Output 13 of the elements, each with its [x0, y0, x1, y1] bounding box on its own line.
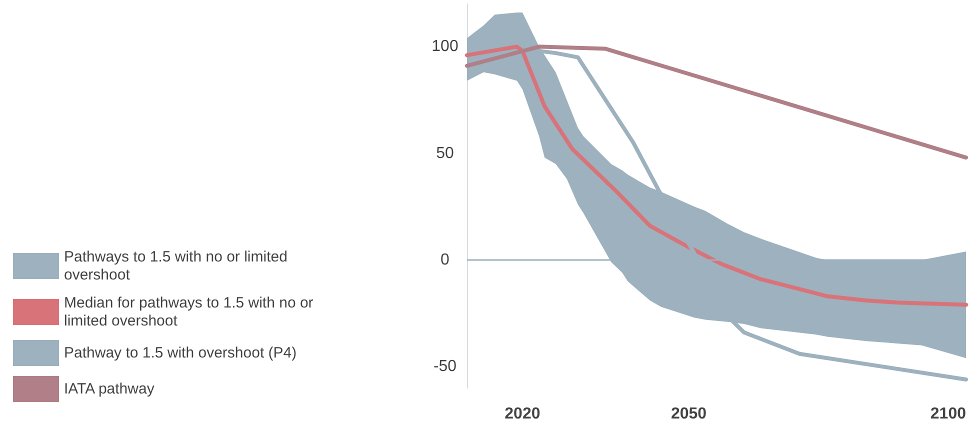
- y-tick-label: 100: [432, 38, 458, 56]
- legend-label: IATA pathway: [64, 380, 155, 398]
- y-tick-label: -50: [433, 358, 457, 376]
- line-series: [465, 44, 968, 160]
- line-series: [465, 44, 968, 307]
- legend-label: Median for pathways to 1.5 with no or limited overshoot: [64, 294, 318, 330]
- legend-label: Pathway to 1.5 with overshoot (P4): [64, 344, 297, 362]
- x-tick-label: 2100: [930, 406, 966, 422]
- legend-label: Pathways to 1.5 with no or limited overshoot: [64, 248, 292, 284]
- x-tick-label: 2020: [504, 406, 540, 422]
- x-tick-label: 2050: [670, 406, 707, 422]
- y-tick-label: 50: [436, 144, 454, 162]
- y-tick-label: 0: [440, 252, 450, 268]
